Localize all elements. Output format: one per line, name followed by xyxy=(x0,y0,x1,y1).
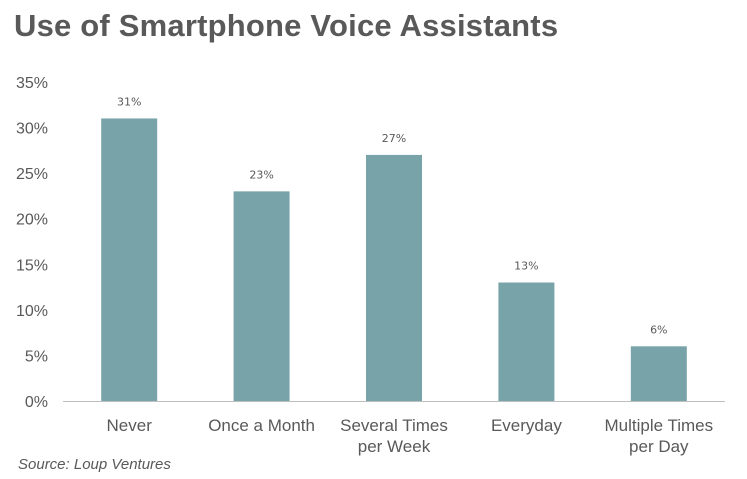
y-tick-label: 35% xyxy=(16,75,48,92)
source-note: Source: Loup Ventures xyxy=(18,456,171,473)
bar xyxy=(630,346,687,401)
category-label: Multiple Times xyxy=(604,416,713,435)
data-labels: 31% 23% 27% 13% 6% xyxy=(117,95,668,336)
category-label: Never xyxy=(107,416,153,435)
y-axis: 0% 5% 10% 15% 20% 25% 30% 35% xyxy=(16,75,48,411)
category-label: Once a Month xyxy=(208,416,315,435)
data-label: 23% xyxy=(249,168,273,181)
category-label: Several Times xyxy=(340,416,448,435)
y-tick-label: 10% xyxy=(16,303,48,320)
data-label: 27% xyxy=(382,132,406,145)
chart-title: Use of Smartphone Voice Assistants xyxy=(14,8,559,43)
category-label: per Week xyxy=(358,437,431,456)
y-tick-label: 25% xyxy=(16,166,48,183)
bars xyxy=(101,118,687,401)
bar xyxy=(101,118,158,401)
category-label: per Day xyxy=(629,437,689,456)
y-tick-label: 0% xyxy=(25,394,48,411)
data-label: 13% xyxy=(514,260,538,273)
bar xyxy=(366,154,422,401)
category-label: Everyday xyxy=(491,416,562,435)
data-label: 6% xyxy=(650,323,667,336)
y-tick-label: 20% xyxy=(16,212,48,229)
bar xyxy=(233,191,290,401)
y-tick-label: 15% xyxy=(16,257,48,274)
x-axis: Never Once a Month Several Times per Week Ev… xyxy=(107,416,714,456)
y-tick-label: 30% xyxy=(16,121,48,138)
bar xyxy=(498,282,555,401)
y-tick-label: 5% xyxy=(25,348,48,365)
data-label: 31% xyxy=(117,95,141,108)
